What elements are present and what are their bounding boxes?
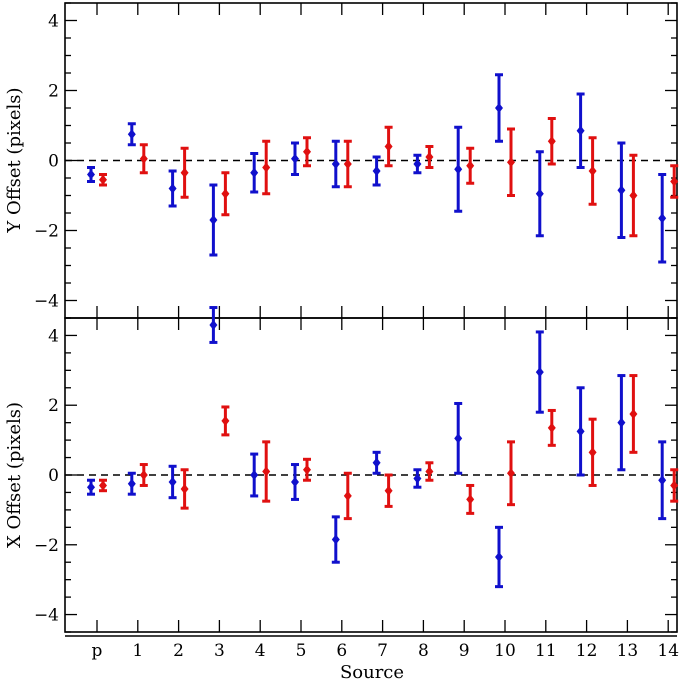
bottom-panel: −4 −2 0 2 4 (34, 306, 679, 633)
x-tick-label: 12 (576, 641, 598, 661)
top-red-data-point (547, 136, 556, 147)
bottom-blue-data-point (617, 417, 626, 428)
top-y-axis-title: Y Offset (pixels) (4, 87, 25, 233)
x-tick-label: 5 (296, 641, 307, 661)
top-y-tick-label: 4 (48, 12, 59, 32)
top-red-data-point (99, 174, 107, 185)
x-tick-label: 2 (173, 641, 184, 661)
bottom-red-data-point (303, 464, 311, 475)
top-red-data-point (139, 153, 148, 164)
bottom-blue-data-point (372, 457, 381, 468)
top-red-data-point (425, 152, 434, 162)
bottom-y-tick-label: −2 (34, 536, 59, 556)
top-blue-data-point (454, 164, 463, 175)
top-blue-data-point (127, 129, 136, 140)
top-red-data-point (629, 190, 638, 201)
top-blue-data-point (495, 103, 503, 113)
bottom-y-axis-title: X Offset (pixels) (4, 402, 25, 548)
bottom-blue-data-point (454, 433, 463, 444)
top-red-data-point (262, 162, 271, 173)
bottom-blue-data-point (250, 470, 259, 480)
x-tick-label: 14 (657, 641, 679, 661)
bottom-blue-data-point (209, 319, 218, 330)
bottom-blue-data-point (87, 482, 95, 493)
top-red-data-point (588, 166, 597, 176)
bottom-red-data-point (343, 490, 352, 501)
top-red-data-point (303, 146, 311, 157)
bottom-red-data-point (547, 422, 556, 433)
x-tick-label: 3 (214, 641, 225, 661)
bottom-blue-data-point (576, 426, 585, 437)
top-panel: −4 −2 0 2 4 (34, 2, 679, 319)
bottom-y-tick-label: 4 (48, 326, 59, 346)
top-y-tick-label: −4 (34, 292, 59, 312)
top-blue-data-point (372, 166, 381, 176)
bottom-red-data-point (99, 480, 107, 491)
top-red-data-point (466, 160, 475, 171)
bottom-y-tick-label: 0 (48, 466, 59, 486)
top-y-tick-label: 2 (48, 82, 59, 102)
top-blue-data-point (331, 159, 340, 169)
x-tick-label: 8 (418, 641, 429, 661)
top-blue-data-point (209, 215, 218, 225)
x-tick-label: 1 (132, 641, 143, 661)
bottom-blue-data-point (168, 476, 177, 487)
bottom-y-tick-label: −4 (34, 606, 59, 626)
bottom-red-data-point (425, 466, 434, 477)
bottom-blue-data-point (291, 476, 299, 487)
top-blue-data-point (168, 183, 177, 194)
bottom-red-data-point (262, 466, 271, 477)
top-blue-data-point (250, 167, 259, 178)
top-blue-data-point (413, 159, 422, 169)
top-y-tick-label: −2 (34, 222, 59, 242)
x-tick-label: 9 (459, 641, 470, 661)
x-axis-tick-labels: p 1 2 3 4 5 6 7 8 9 10 11 12 13 14 (65, 635, 679, 661)
bottom-red-data-point (466, 494, 475, 505)
x-tick-label: p (92, 641, 103, 661)
bottom-blue-data-point (331, 534, 340, 545)
bottom-red-data-point (384, 485, 393, 496)
x-tick-label: 7 (377, 641, 388, 661)
x-tick-label: 4 (255, 641, 266, 661)
bottom-blue-data-point (413, 473, 422, 484)
top-red-data-point (180, 167, 189, 178)
bottom-red-data-point (180, 483, 189, 494)
bottom-y-tick-label: 2 (48, 396, 59, 416)
x-tick-label: 11 (535, 641, 557, 661)
bottom-red-data-point (670, 480, 679, 491)
top-red-data-point (343, 159, 352, 169)
bottom-blue-data-point (127, 478, 136, 489)
top-y-tick-label: 0 (48, 152, 59, 172)
bottom-red-data-point (507, 468, 515, 479)
bottom-red-data-point (221, 415, 230, 426)
top-red-data-point (221, 188, 230, 199)
top-blue-data-point (87, 169, 95, 180)
x-tick-label: 10 (494, 641, 516, 661)
top-red-data-point (507, 157, 515, 168)
x-axis-title: Source (340, 662, 404, 681)
bottom-red-data-point (139, 470, 148, 480)
bottom-blue-data-point (535, 367, 544, 378)
top-red-data-point (670, 176, 679, 187)
top-blue-data-point (617, 185, 626, 196)
top-blue-data-point (576, 125, 585, 136)
bottom-blue-data-point (658, 475, 667, 486)
top-blue-data-point (535, 188, 544, 199)
top-blue-data-point (658, 213, 667, 224)
x-tick-label: 13 (617, 641, 639, 661)
top-red-data-point (384, 141, 393, 152)
top-blue-data-point (291, 153, 299, 164)
bottom-red-data-point (629, 408, 638, 419)
bottom-red-data-point (588, 447, 597, 458)
bottom-blue-data-point (495, 551, 503, 562)
x-tick-label: 6 (336, 641, 347, 661)
